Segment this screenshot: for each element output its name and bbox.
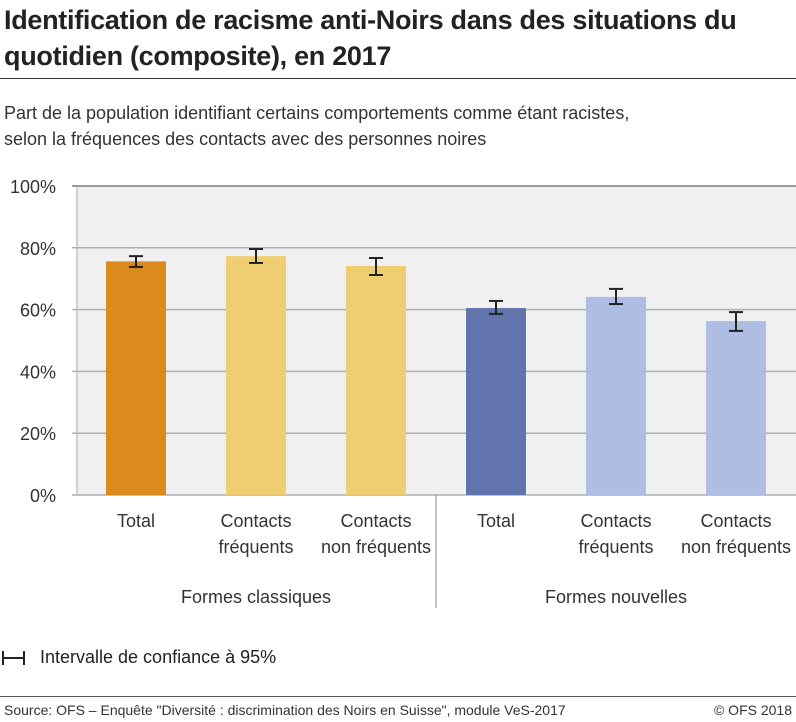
footer-divider	[0, 696, 796, 697]
y-tick-label: 80%	[20, 239, 56, 259]
x-tick-label: Total	[477, 511, 515, 531]
title-divider	[0, 78, 796, 79]
y-tick-label: 0%	[30, 486, 56, 506]
legend-label: Intervalle de confiance à 95%	[40, 647, 277, 667]
x-tick-label: fréquents	[218, 537, 293, 557]
x-tick-label: Contacts	[580, 511, 651, 531]
chart-title: Identification de racisme anti-Noirs dan…	[4, 5, 737, 71]
copyright: © OFS 2018	[713, 702, 792, 718]
y-tick-label: 20%	[20, 424, 56, 444]
x-tick-label: non fréquents	[681, 537, 791, 557]
y-tick-label: 40%	[20, 362, 56, 382]
bar	[346, 266, 406, 495]
bar	[106, 261, 166, 495]
y-tick-label: 60%	[20, 301, 56, 321]
x-tick-label: non fréquents	[321, 537, 431, 557]
subtitle-line-1: Part de la population identifiant certai…	[4, 103, 630, 123]
x-tick-label: Contacts	[220, 511, 291, 531]
bar	[466, 308, 526, 495]
x-tick-label: Contacts	[340, 511, 411, 531]
group-label: Formes nouvelles	[545, 587, 687, 607]
x-tick-label: Total	[117, 511, 155, 531]
bar	[706, 321, 766, 495]
bar	[586, 296, 646, 495]
group-label: Formes classiques	[181, 587, 331, 607]
source-note: Source: OFS – Enquête "Diversité : discr…	[4, 702, 566, 718]
chart-subtitle: Part de la population identifiant certai…	[4, 100, 629, 152]
confidence-interval-icon	[2, 651, 25, 665]
bar-chart: 0% 20% 40% 60% 80% 100% Total Contacts fréquents…	[10, 177, 796, 608]
subtitle-line-2: selon la fréquences des contacts avec de…	[4, 129, 487, 149]
plot-background	[76, 186, 796, 495]
bar	[226, 256, 286, 495]
y-tick-label: 100%	[10, 177, 56, 197]
x-tick-label: Contacts	[700, 511, 771, 531]
x-tick-label: fréquents	[578, 537, 653, 557]
